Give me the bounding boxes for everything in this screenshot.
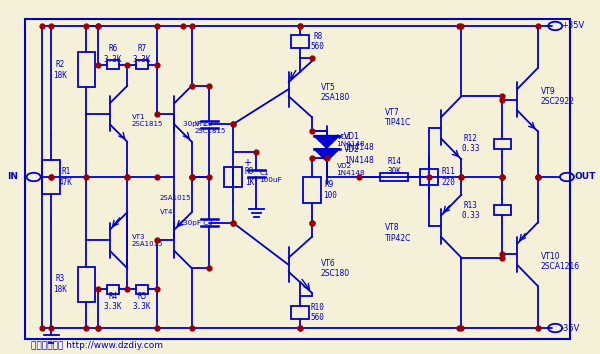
Text: VD1
1N4148: VD1 1N4148 [337,133,365,147]
Text: VD2
1N4148: VD2 1N4148 [337,164,365,177]
Text: VT8
TIP42C: VT8 TIP42C [385,223,412,243]
Text: VT1
2SC1815: VT1 2SC1815 [131,114,163,127]
Text: IN: IN [7,172,18,182]
Text: VT4: VT4 [160,209,173,215]
Bar [136,60,148,69]
Text: R14
30K: R14 30K [387,157,401,176]
Text: OUT: OUT [575,172,596,182]
Text: 30pF C3: 30pF C3 [183,220,213,225]
Text: 30pF C2: 30pF C2 [183,121,213,127]
Text: -35V: -35V [561,324,580,332]
Text: VD2
1N4148: VD2 1N4148 [344,145,374,165]
Text: VT6
2SC180: VT6 2SC180 [321,259,350,278]
Text: VD1
1N4148: VD1 1N4148 [344,132,374,152]
Text: VT2
2SC1815: VT2 2SC1815 [195,121,226,134]
Bar [77,52,95,87]
Text: R11
220: R11 220 [441,167,455,187]
Text: R8
1K: R8 1K [245,167,254,187]
Text: R4
3.3K: R4 3.3K [103,292,122,312]
Text: +: + [244,158,251,168]
Bar [292,35,309,48]
Text: R10
560: R10 560 [311,303,325,322]
Text: VT10
2SCA1216: VT10 2SCA1216 [541,252,580,271]
Bar [494,139,511,149]
Text: R1
47K: R1 47K [59,167,73,187]
Text: C1
100uF: C1 100uF [259,171,282,183]
Text: R7
3.3K: R7 3.3K [133,44,151,64]
Text: R6
3.3K: R6 3.3K [103,44,122,64]
Text: R13
0.33: R13 0.33 [461,201,479,220]
Text: VT3
2SA1015: VT3 2SA1015 [131,234,163,247]
Text: R2
18K: R2 18K [53,60,67,80]
Bar [77,267,95,302]
Bar [43,160,60,194]
Text: VT9
2SC2922: VT9 2SC2922 [541,86,574,106]
Text: 2SA1015: 2SA1015 [160,195,191,201]
Bar [494,205,511,215]
Text: R3
18K: R3 18K [53,274,67,294]
Bar [303,177,321,203]
Bar [107,285,119,294]
Bar [224,167,242,187]
Bar [421,169,438,185]
Polygon shape [314,149,340,161]
Text: R12
0.33: R12 0.33 [461,134,479,153]
Text: R8
560: R8 560 [311,32,325,51]
Text: R5
3.3K: R5 3.3K [133,292,151,312]
Text: +35V: +35V [561,22,584,30]
Bar [380,173,408,181]
Bar [107,60,119,69]
Text: 电子制作天地 http://www.dzdiy.com: 电子制作天地 http://www.dzdiy.com [31,341,163,350]
Bar [136,285,148,294]
Bar [292,306,309,319]
Text: VT5
2SA180: VT5 2SA180 [321,83,350,102]
Text: VT7
TIP41C: VT7 TIP41C [385,108,412,127]
Text: R9
100: R9 100 [323,181,337,200]
Polygon shape [314,136,340,148]
